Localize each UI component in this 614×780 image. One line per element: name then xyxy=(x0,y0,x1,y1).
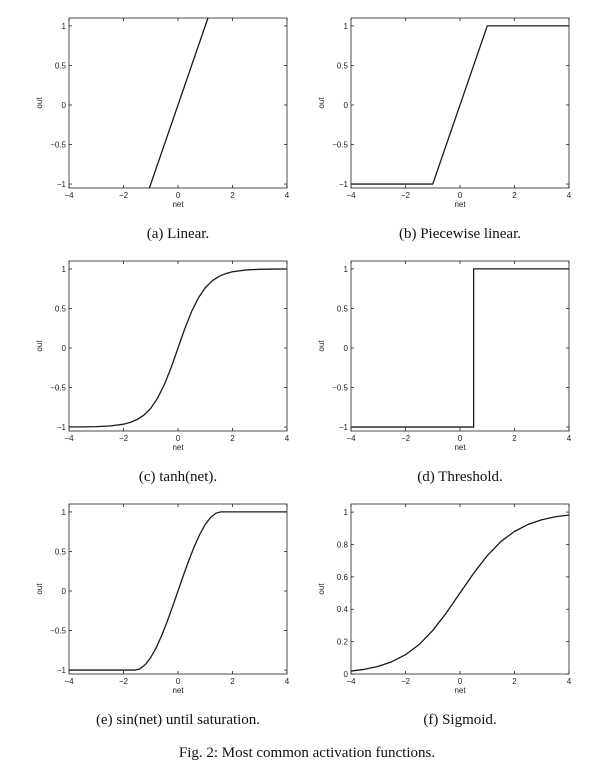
x-tick-label: 2 xyxy=(512,434,517,443)
plot-frame xyxy=(350,503,570,675)
x-tick-label: 0 xyxy=(176,191,181,200)
figure-caption: Fig. 2: Most common activation functions… xyxy=(179,745,435,761)
y-tick-label: 0.5 xyxy=(55,547,67,556)
x-tick-label: 2 xyxy=(230,434,235,443)
chart-panel-3: −4 −2 0 2 4 −1 −0.5 0 0.5 1 net out (c) tanh(net). xyxy=(35,260,290,485)
y-tick-label: 0.2 xyxy=(337,638,349,647)
y-tick-label: −1 xyxy=(339,423,349,432)
panel-caption: (c) tanh(net). xyxy=(139,469,217,485)
x-tick-label: 4 xyxy=(567,677,572,686)
y-axis-label: out xyxy=(317,583,326,595)
x-tick-label: 0 xyxy=(176,434,181,443)
y-tick-label: 1 xyxy=(344,508,349,517)
x-axis-label: net xyxy=(454,686,466,695)
x-tick-label: −2 xyxy=(401,434,411,443)
x-tick-label: −2 xyxy=(119,191,129,200)
y-tick-label: 1 xyxy=(62,22,67,31)
series-line xyxy=(69,268,287,428)
y-tick-label: 0.4 xyxy=(337,605,349,614)
y-tick-label: −0.5 xyxy=(50,141,66,150)
y-axis-label: out xyxy=(35,97,44,109)
x-tick-label: −4 xyxy=(64,677,74,686)
y-tick-label: 0.5 xyxy=(337,304,349,313)
x-axis-label: net xyxy=(172,686,184,695)
series-line xyxy=(148,18,209,188)
y-tick-label: −0.5 xyxy=(50,627,66,636)
x-axis-label: net xyxy=(454,200,466,209)
panel-caption: (a) Linear. xyxy=(147,226,209,242)
x-axis-label: net xyxy=(172,443,184,452)
x-tick-label: 4 xyxy=(567,191,572,200)
x-tick-label: 0 xyxy=(458,677,463,686)
panel-caption: (e) sin(net) until saturation. xyxy=(96,712,260,728)
y-tick-label: 0 xyxy=(62,101,67,110)
x-axis-label: net xyxy=(172,200,184,209)
series-line xyxy=(351,25,569,185)
x-tick-label: −4 xyxy=(64,434,74,443)
x-tick-label: 0 xyxy=(458,434,463,443)
x-tick-label: −2 xyxy=(119,677,129,686)
x-tick-label: 0 xyxy=(176,677,181,686)
y-tick-label: 1 xyxy=(62,265,67,274)
plot-frame xyxy=(68,260,288,432)
x-tick-label: 2 xyxy=(230,677,235,686)
x-tick-label: −4 xyxy=(346,677,356,686)
x-axis-label: net xyxy=(454,443,466,452)
x-tick-label: 0 xyxy=(458,191,463,200)
x-tick-label: −2 xyxy=(401,191,411,200)
y-tick-label: 0.8 xyxy=(337,540,349,549)
panel-caption: (d) Threshold. xyxy=(417,469,503,485)
x-tick-label: 4 xyxy=(567,434,572,443)
x-tick-label: −4 xyxy=(346,434,356,443)
y-tick-label: 0 xyxy=(344,101,349,110)
y-axis-label: out xyxy=(35,340,44,352)
y-tick-label: −1 xyxy=(57,666,67,675)
x-tick-label: 4 xyxy=(285,677,290,686)
chart-panel-2: −4 −2 0 2 4 −1 −0.5 0 0.5 1 net out (b) Piecewise li… xyxy=(317,17,572,242)
chart-panel-6: −4 −2 0 2 4 0 0.2 0.4 0.6 0.8 1 net out (f) Sigmoid. xyxy=(317,503,572,728)
x-tick-label: 4 xyxy=(285,191,290,200)
chart-panel-5: −4 −2 0 2 4 −1 −0.5 0 0.5 1 net out (e) sin(net) unt… xyxy=(35,503,290,728)
chart-panel-1: −4 −2 0 2 4 −1 −0.5 0 0.5 1 net out (a) Linear. xyxy=(35,17,290,242)
y-tick-label: 0.6 xyxy=(337,573,349,582)
x-tick-label: −2 xyxy=(119,434,129,443)
series-line xyxy=(69,511,287,671)
x-tick-label: 4 xyxy=(285,434,290,443)
chart-panels: −4 −2 0 2 4 −1 −0.5 0 0.5 1 net out (a) Linear. −4 −2 0… xyxy=(35,17,572,728)
x-tick-label: −4 xyxy=(64,191,74,200)
panel-caption: (f) Sigmoid. xyxy=(423,712,496,728)
y-tick-label: 1 xyxy=(344,22,349,31)
y-tick-label: 0.5 xyxy=(337,61,349,70)
y-tick-label: 0 xyxy=(62,587,67,596)
y-tick-label: 1 xyxy=(62,508,67,517)
y-tick-label: 0.5 xyxy=(55,304,67,313)
y-tick-label: 1 xyxy=(344,265,349,274)
x-tick-label: 2 xyxy=(512,677,517,686)
plot-frame xyxy=(350,260,570,432)
y-tick-label: 0 xyxy=(344,670,349,679)
y-axis-label: out xyxy=(317,340,326,352)
y-tick-label: 0 xyxy=(344,344,349,353)
y-tick-label: −1 xyxy=(339,180,349,189)
y-tick-label: 0 xyxy=(62,344,67,353)
series-line xyxy=(351,268,569,428)
y-tick-label: 0.5 xyxy=(55,61,67,70)
panel-caption: (b) Piecewise linear. xyxy=(399,226,521,242)
y-tick-label: −0.5 xyxy=(332,141,348,150)
y-tick-label: −0.5 xyxy=(50,384,66,393)
x-tick-label: 2 xyxy=(512,191,517,200)
x-tick-label: 2 xyxy=(230,191,235,200)
chart-panel-4: −4 −2 0 2 4 −1 −0.5 0 0.5 1 net out (d) Threshold. xyxy=(317,260,572,485)
y-tick-label: −1 xyxy=(57,423,67,432)
y-axis-label: out xyxy=(317,97,326,109)
y-tick-label: −0.5 xyxy=(332,384,348,393)
x-tick-label: −4 xyxy=(346,191,356,200)
y-axis-label: out xyxy=(35,583,44,595)
series-line xyxy=(351,514,569,672)
x-tick-label: −2 xyxy=(401,677,411,686)
y-tick-label: −1 xyxy=(57,180,67,189)
